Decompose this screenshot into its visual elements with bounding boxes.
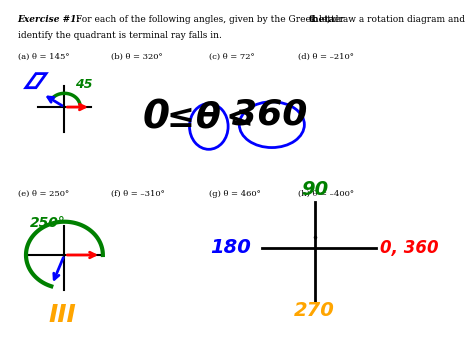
Text: 250°: 250° xyxy=(30,216,66,230)
Text: 180: 180 xyxy=(210,239,252,257)
Text: 90: 90 xyxy=(301,180,328,199)
Text: For each of the following angles, given by the Greek letter: For each of the following angles, given … xyxy=(73,16,347,24)
Text: θ: θ xyxy=(196,100,221,135)
Text: , draw a rotation diagram and: , draw a rotation diagram and xyxy=(327,16,465,24)
Text: (g) θ = 460°: (g) θ = 460° xyxy=(209,190,261,198)
Text: <: < xyxy=(225,101,253,134)
Text: identify the quadrant is terminal ray falls in.: identify the quadrant is terminal ray fa… xyxy=(18,31,221,40)
Text: (c) θ = 72°: (c) θ = 72° xyxy=(209,53,255,60)
Text: 270: 270 xyxy=(294,301,335,320)
Text: III: III xyxy=(48,303,76,327)
Text: (d) θ = –210°: (d) θ = –210° xyxy=(298,53,354,60)
Text: (e) θ = 250°: (e) θ = 250° xyxy=(18,190,69,198)
Text: 0, 360: 0, 360 xyxy=(380,239,438,257)
Text: 45: 45 xyxy=(74,78,92,91)
Text: Exercise #1:: Exercise #1: xyxy=(18,16,81,24)
Text: (h) θ = –400°: (h) θ = –400° xyxy=(298,190,354,198)
Text: (b) θ = 320°: (b) θ = 320° xyxy=(111,53,163,60)
Text: 0: 0 xyxy=(142,99,169,137)
Text: (f) θ = –310°: (f) θ = –310° xyxy=(111,190,165,198)
Text: (a) θ = 145°: (a) θ = 145° xyxy=(18,53,69,60)
Text: 360: 360 xyxy=(232,97,308,131)
Text: theta: theta xyxy=(309,16,335,24)
Text: ≤: ≤ xyxy=(166,101,194,134)
